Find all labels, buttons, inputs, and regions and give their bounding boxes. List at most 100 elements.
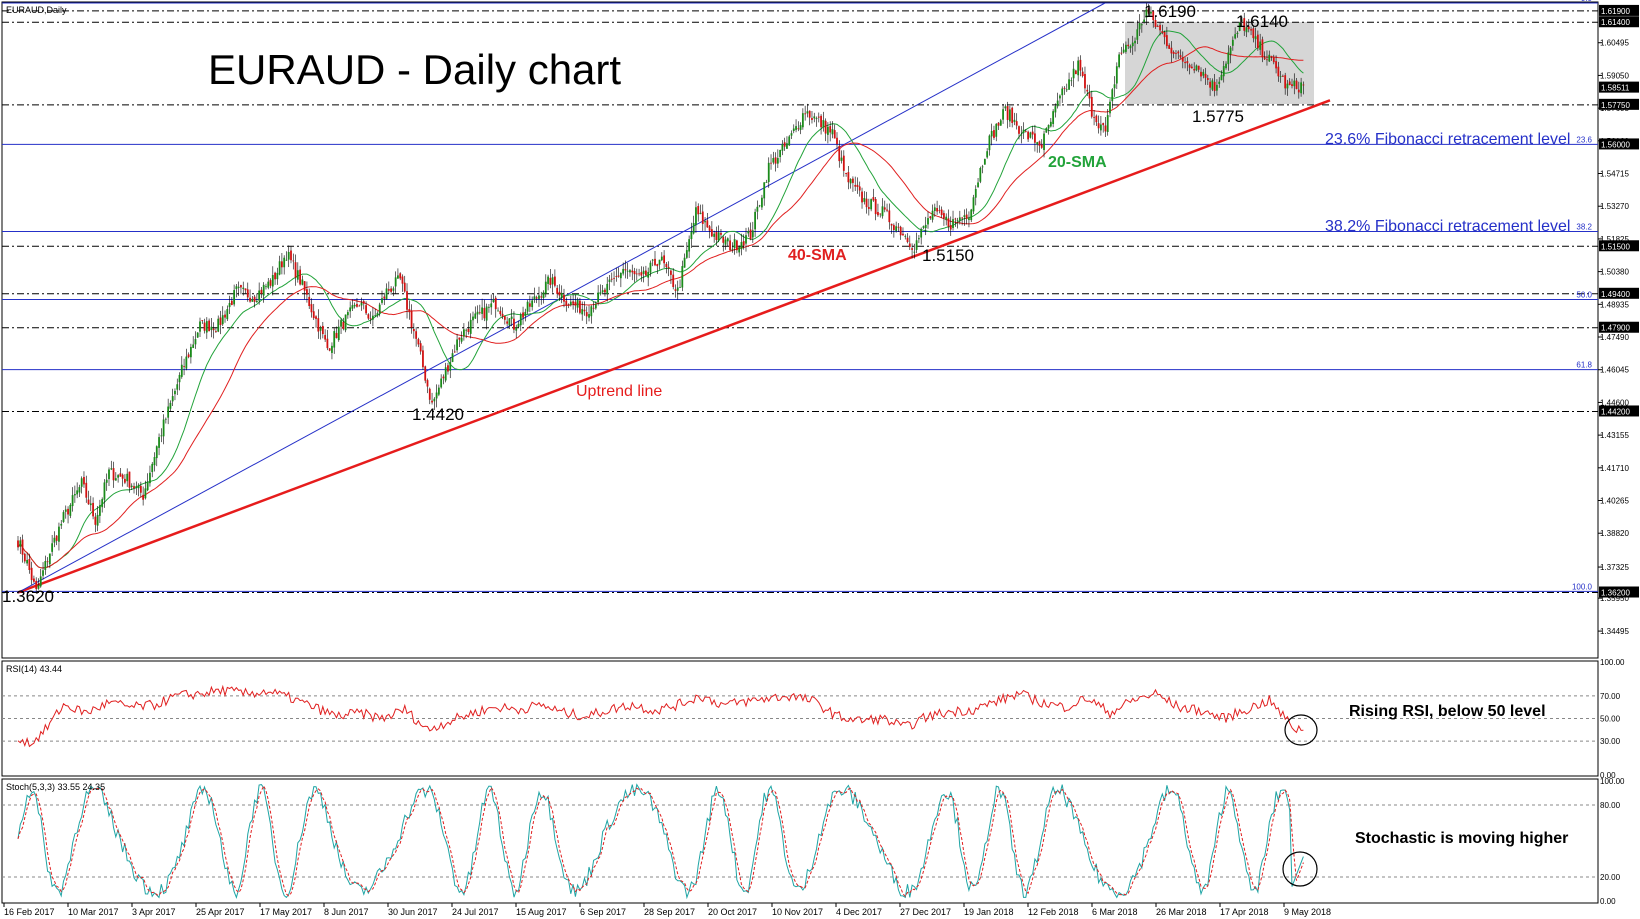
- candle-body: [1006, 106, 1009, 120]
- candle-body: [483, 307, 486, 319]
- candle-body: [726, 238, 729, 242]
- candle-body: [704, 221, 706, 223]
- candle-body: [679, 287, 681, 288]
- candle-body: [979, 167, 982, 182]
- candle-body: [845, 172, 847, 174]
- candle-body: [463, 329, 465, 337]
- candle-body: [48, 553, 51, 565]
- candle-body: [856, 184, 859, 187]
- candle-body: [697, 206, 700, 215]
- candle-body: [724, 239, 727, 245]
- candle-body: [121, 474, 124, 479]
- candle-body: [378, 304, 381, 313]
- candle-body: [949, 225, 952, 230]
- candle-body: [151, 463, 154, 473]
- candle-body: [99, 505, 101, 516]
- candle-body: [913, 251, 916, 253]
- time-axis-label: 26 Mar 2018: [1156, 907, 1207, 917]
- candle-body: [1077, 60, 1080, 76]
- candle-body: [1013, 119, 1016, 122]
- candle-body: [1216, 84, 1218, 91]
- candle-body: [1093, 117, 1095, 118]
- candle-body: [358, 305, 361, 307]
- candle-body: [408, 309, 411, 313]
- candle-body: [608, 279, 611, 282]
- candle-body: [1222, 66, 1225, 77]
- candle-body: [205, 321, 208, 333]
- candle-body: [683, 257, 686, 268]
- candle-body: [1034, 133, 1036, 143]
- candle-body: [428, 388, 431, 400]
- candle-body: [285, 259, 288, 261]
- candle-body: [406, 291, 408, 310]
- stoch-highlight-circle: [1282, 851, 1318, 887]
- candle-body: [449, 362, 452, 371]
- candle-body: [799, 125, 802, 130]
- candle-body: [1204, 73, 1207, 78]
- candle-body: [824, 120, 827, 134]
- candle-body: [1211, 80, 1214, 90]
- consolidation-zone: [1125, 22, 1314, 104]
- fib-level-label: 38.2: [1576, 223, 1592, 232]
- candle-body: [995, 123, 998, 137]
- candle-body: [342, 321, 345, 329]
- fib382-label: 38.2% Fibonacci retracement level: [1325, 218, 1570, 235]
- price-marker-label: 1.61400: [1601, 18, 1630, 27]
- candle-body: [867, 207, 870, 209]
- candle-body: [958, 217, 961, 221]
- candle-body: [560, 292, 563, 298]
- candle-body: [267, 281, 270, 288]
- price-marker-label: 1.56000: [1601, 140, 1630, 149]
- candle-body: [397, 275, 399, 279]
- candle-body: [786, 143, 788, 149]
- candle-body: [576, 299, 579, 308]
- candle-body: [101, 499, 104, 508]
- candle-body: [1043, 133, 1045, 151]
- candle-body: [1209, 81, 1211, 88]
- candle-body: [556, 287, 559, 294]
- stoch-note: Stochastic is moving higher: [1355, 830, 1568, 847]
- candle-body: [997, 122, 1000, 126]
- candle-body: [740, 242, 743, 250]
- candle-body: [274, 272, 276, 280]
- candle-body: [674, 289, 677, 291]
- candle-body: [472, 316, 474, 321]
- price-label-1362: 1.3620: [2, 587, 54, 606]
- axis-layer: 1.34495 1.35950 1.37325 1.38820 1.40265 1.417…: [3, 4, 1639, 917]
- candle-body: [519, 314, 522, 326]
- candle-body: [203, 322, 206, 331]
- candle-body: [476, 311, 479, 315]
- candle-body: [269, 280, 272, 286]
- candle-body: [383, 296, 386, 299]
- time-axis-label: 15 Aug 2017: [516, 907, 567, 917]
- candle-body: [240, 285, 242, 288]
- candle-body: [699, 212, 702, 215]
- candle-body: [485, 306, 488, 321]
- candle-body: [1238, 22, 1241, 31]
- candle-body: [888, 210, 891, 223]
- candle-body: [215, 331, 217, 332]
- candle-body: [1236, 32, 1239, 35]
- time-axis-label: 8 Jun 2017: [324, 907, 369, 917]
- candle-body: [1081, 71, 1084, 77]
- candle-body: [1161, 31, 1164, 33]
- candle-body: [126, 473, 129, 482]
- candle-body: [990, 130, 993, 137]
- candle-body: [1213, 81, 1216, 91]
- candle-body: [610, 278, 613, 280]
- candle-body: [401, 276, 404, 284]
- rsi-highlight-circle: [1284, 714, 1318, 746]
- candle-body: [258, 290, 261, 301]
- candle-body: [1172, 52, 1175, 54]
- candle-body: [631, 270, 634, 273]
- candle-body: [629, 270, 631, 273]
- candle-body: [1079, 59, 1082, 71]
- candle-body: [765, 182, 768, 183]
- candle-body: [583, 309, 586, 312]
- candle-body: [1150, 11, 1152, 14]
- candle-body: [983, 159, 986, 165]
- candle-body: [1061, 88, 1064, 96]
- candle-body: [217, 318, 220, 332]
- candle-body: [1084, 74, 1086, 89]
- time-axis-label: 9 May 2018: [1284, 907, 1331, 917]
